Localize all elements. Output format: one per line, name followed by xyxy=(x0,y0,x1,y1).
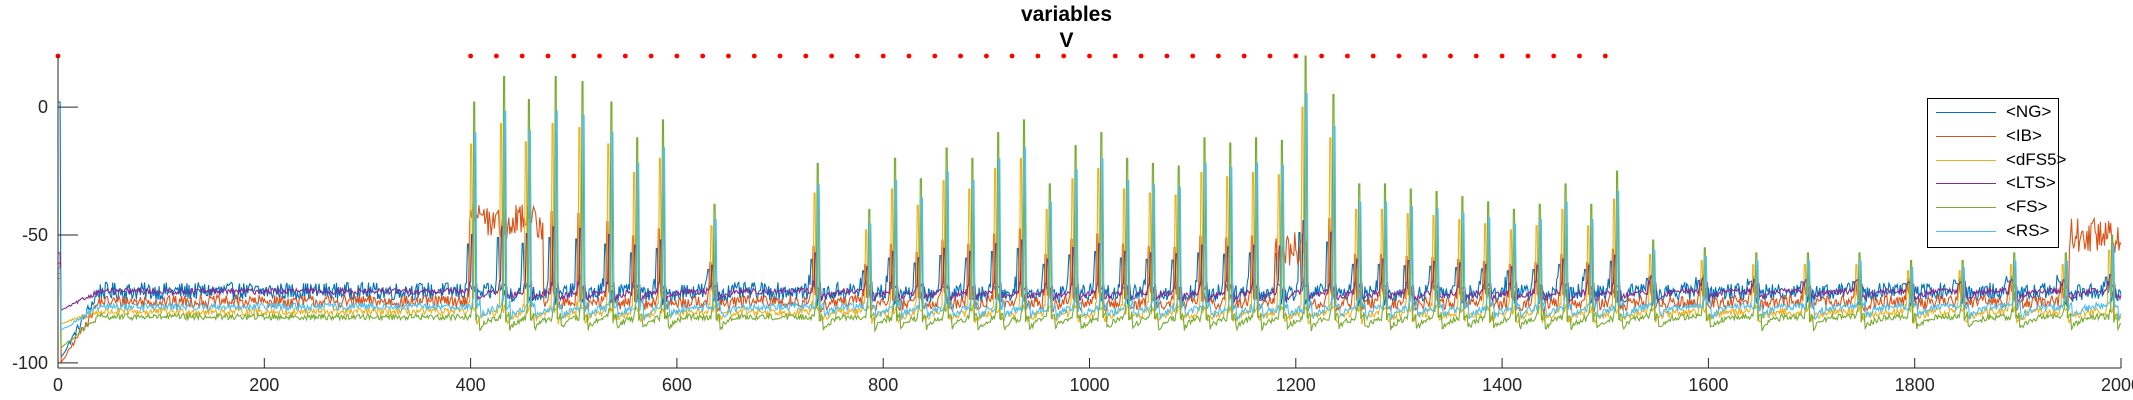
stimulus-marker xyxy=(803,53,809,59)
series-layer xyxy=(58,55,2122,364)
stimulus-marker xyxy=(1190,53,1196,59)
chart-title-line1: variables xyxy=(1020,3,1113,26)
stimulus-marker xyxy=(1345,53,1350,59)
legend-swatch xyxy=(1936,207,1996,209)
stimulus-marker xyxy=(597,53,602,59)
stimulus-marker xyxy=(777,53,783,59)
stimulus-marker xyxy=(984,53,989,59)
legend-swatch xyxy=(1936,159,1996,161)
series-line-lts xyxy=(58,220,2122,311)
stimulus-marker xyxy=(1473,53,1479,59)
legend-item-lts: <LTS> xyxy=(1928,172,2058,196)
stimulus-marker xyxy=(1164,53,1170,59)
series-line-fs xyxy=(58,55,2122,350)
stimulus-marker xyxy=(1112,53,1118,59)
axes-layer: 0 200 400 600 800 1000 1200 1400 1600 1800 2000 -10… xyxy=(12,56,2133,395)
stimulus-marker xyxy=(1525,53,1531,59)
stimulus-marker xyxy=(932,53,938,59)
series-line-ib xyxy=(58,204,2122,364)
y-tick-label: -100 xyxy=(12,353,48,373)
stimulus-marker xyxy=(1267,53,1273,59)
legend-item-ib: <IB> xyxy=(1928,125,2058,149)
stimulus-marker xyxy=(1602,53,1608,59)
legend-label: <IB> xyxy=(2006,125,2042,145)
stimulus-marker-layer xyxy=(55,53,1608,59)
y-tick-label: 0 xyxy=(38,97,48,117)
stimulus-marker xyxy=(1422,53,1428,59)
stimulus-marker xyxy=(1009,53,1015,59)
legend-label: <NG> xyxy=(2006,102,2052,121)
x-tick-label: 1400 xyxy=(1482,375,1522,395)
stimulus-marker xyxy=(1448,53,1453,59)
stimulus-marker xyxy=(1551,53,1557,59)
x-tick-label: 200 xyxy=(249,375,279,395)
stimulus-marker xyxy=(648,53,654,59)
stimulus-marker xyxy=(1035,53,1041,59)
stimulus-marker xyxy=(700,53,706,59)
stimulus-marker xyxy=(1370,53,1376,59)
x-tick-label: 1600 xyxy=(1688,375,1728,395)
x-tick-label: 400 xyxy=(456,375,486,395)
chart-title-line2: V xyxy=(1059,29,1074,52)
legend-swatch xyxy=(1936,183,1996,185)
legend-item-ng: <NG> xyxy=(1928,101,2058,125)
legend-swatch xyxy=(1936,112,1996,113)
stimulus-marker xyxy=(674,53,680,59)
series-line-rs xyxy=(58,93,2122,332)
stimulus-marker xyxy=(829,53,834,59)
x-tick-label: 600 xyxy=(662,375,692,395)
stimulus-marker xyxy=(622,53,628,59)
legend-swatch xyxy=(1936,135,1996,137)
stimulus-marker xyxy=(1499,53,1505,59)
stimulus-marker xyxy=(1319,53,1324,59)
x-tick-label: 1800 xyxy=(1895,375,1935,395)
stimulus-marker xyxy=(1241,53,1247,59)
x-tick-label: 1000 xyxy=(1069,375,1109,395)
stimulus-marker xyxy=(1577,53,1582,59)
legend-label: <dFS5> xyxy=(2006,149,2067,169)
stimulus-marker xyxy=(1293,53,1299,59)
legend-label: <LTS> xyxy=(2006,173,2056,193)
x-tick-label: 1200 xyxy=(1276,375,1316,395)
legend-item-dfs5: <dFS5> xyxy=(1928,149,2067,173)
legend: <NG> <IB> <dFS5> <LTS> <FS> <RS> xyxy=(1927,98,2067,248)
stimulus-marker xyxy=(1396,53,1402,59)
legend-item-fs: <FS> xyxy=(1928,196,2058,220)
stimulus-marker xyxy=(494,53,499,59)
stimulus-marker xyxy=(1087,53,1092,59)
x-tick-label: 2000 xyxy=(2101,375,2133,395)
stimulus-marker xyxy=(571,53,577,59)
stimulus-marker xyxy=(958,53,963,59)
y-tick-label: -50 xyxy=(22,225,48,245)
legend-item-rs: <RS> xyxy=(1928,220,2058,244)
stimulus-marker xyxy=(726,53,731,59)
stimulus-marker xyxy=(545,53,551,59)
x-tick-label: 0 xyxy=(53,375,63,395)
legend-label: <FS> xyxy=(2006,197,2048,217)
legend-swatch xyxy=(1936,230,1996,232)
stimulus-marker xyxy=(855,53,860,59)
stimulus-marker xyxy=(519,53,525,59)
stimulus-marker xyxy=(1216,53,1221,59)
stimulus-marker xyxy=(1138,53,1144,59)
stimulus-marker xyxy=(751,53,757,59)
stimulus-marker xyxy=(906,53,912,59)
stimulus-marker xyxy=(468,53,473,59)
stimulus-marker xyxy=(1061,53,1067,59)
stimulus-marker xyxy=(880,53,886,59)
legend-label: <RS> xyxy=(2006,220,2050,240)
x-tick-label: 800 xyxy=(868,375,898,395)
